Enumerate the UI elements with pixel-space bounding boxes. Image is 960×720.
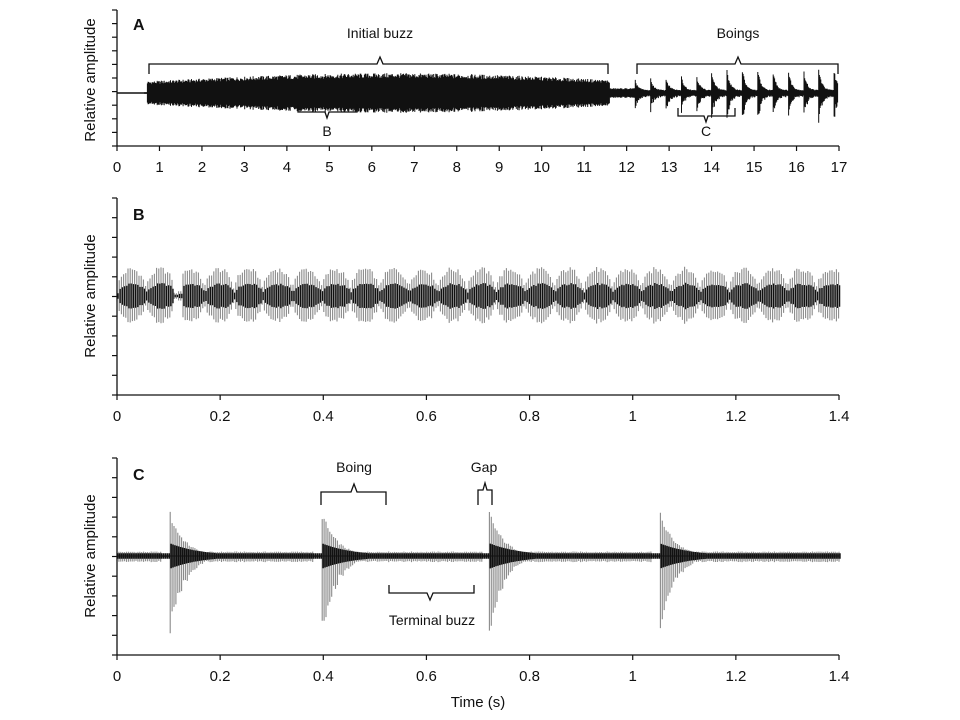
x-tick-label: 9 [495, 159, 503, 176]
x-tick-labels-c: 0 0.2 0.4 0.6 0.8 1 1.2 1.4 [113, 668, 850, 685]
annotation-initial-buzz: Initial buzz [347, 25, 413, 41]
x-tick-label: 1.2 [725, 668, 746, 685]
x-tick-labels-a: 0 1 2 3 4 5 6 7 8 9 10 11 12 13 14 15 16… [113, 159, 848, 176]
x-tick-label: 7 [410, 159, 418, 176]
x-tick-label: 1 [629, 408, 637, 425]
annotation-b: B [322, 123, 331, 139]
panel-letter-a: A [133, 17, 145, 34]
x-tick-label: 1.2 [725, 408, 746, 425]
bracket-b [297, 104, 358, 121]
x-tick-label: 0.8 [519, 668, 540, 685]
annotation-gap: Gap [471, 459, 498, 475]
waveform-a [117, 69, 839, 123]
x-tick-label: 8 [453, 159, 461, 176]
x-tick-label: 0 [113, 159, 121, 176]
waveform-c [116, 511, 841, 634]
x-tick-label: 11 [576, 159, 592, 176]
x-tick-label: 1.4 [829, 408, 850, 425]
x-axis-label: Time (s) [451, 694, 505, 711]
bracket-boings [636, 55, 839, 74]
x-tick-label: 15 [746, 159, 763, 176]
panel-letter-b: B [133, 207, 145, 224]
x-tick-label: 2 [198, 159, 206, 176]
bracket-gap [477, 480, 493, 505]
annotation-boing: Boing [336, 459, 372, 475]
x-tick-label: 0.2 [210, 408, 231, 425]
x-tick-label: 0 [113, 668, 121, 685]
x-tick-label: 0.6 [416, 668, 437, 685]
x-tick-label: 14 [703, 159, 720, 176]
x-tick-label: 16 [788, 159, 805, 176]
axis-ticks-b [112, 197, 840, 400]
x-tick-label: 13 [661, 159, 678, 176]
axis-ticks-c [112, 457, 840, 660]
panel-b: B Relative amplitude 0 0.2 0.4 0.6 0.8 1… [82, 197, 850, 425]
axis-ticks-a [112, 9, 840, 151]
y-axis-label-b: Relative amplitude [82, 234, 99, 357]
bracket-terminal-buzz [388, 585, 475, 602]
bracket-c [677, 108, 736, 125]
x-tick-label: 1 [155, 159, 163, 176]
x-tick-labels-b: 0 0.2 0.4 0.6 0.8 1 1.2 1.4 [113, 408, 850, 425]
y-axis-label-c: Relative amplitude [82, 494, 99, 617]
x-tick-label: 5 [325, 159, 333, 176]
x-tick-label: 0.8 [519, 408, 540, 425]
panel-letter-c: C [133, 467, 145, 484]
x-tick-label: 1 [629, 668, 637, 685]
bracket-boing [320, 482, 387, 505]
annotation-terminal-buzz: Terminal buzz [389, 612, 475, 628]
x-tick-label: 12 [618, 159, 635, 176]
x-tick-label: 3 [240, 159, 248, 176]
x-tick-label: 4 [283, 159, 291, 176]
x-tick-label: 0 [113, 408, 121, 425]
waveform-envelope [144, 69, 839, 123]
annotation-boings: Boings [717, 25, 760, 41]
x-tick-label: 6 [368, 159, 376, 176]
waveform-core [117, 282, 841, 310]
x-tick-label: 17 [831, 159, 848, 176]
x-tick-label: 10 [533, 159, 550, 176]
x-tick-label: 1.4 [829, 668, 850, 685]
panel-a: A Relative amplitude Initial buzz Boings… [82, 9, 848, 176]
panel-c: C Relative amplitude Boing Gap Terminal … [82, 457, 850, 711]
y-axis-label-a: Relative amplitude [82, 18, 99, 141]
annotation-c: C [701, 123, 711, 139]
x-tick-label: 0.4 [313, 408, 334, 425]
waveform-b [116, 266, 841, 324]
x-tick-label: 0.6 [416, 408, 437, 425]
x-tick-label: 0.2 [210, 668, 231, 685]
x-tick-label: 0.4 [313, 668, 334, 685]
bracket-initial-buzz [148, 55, 609, 74]
